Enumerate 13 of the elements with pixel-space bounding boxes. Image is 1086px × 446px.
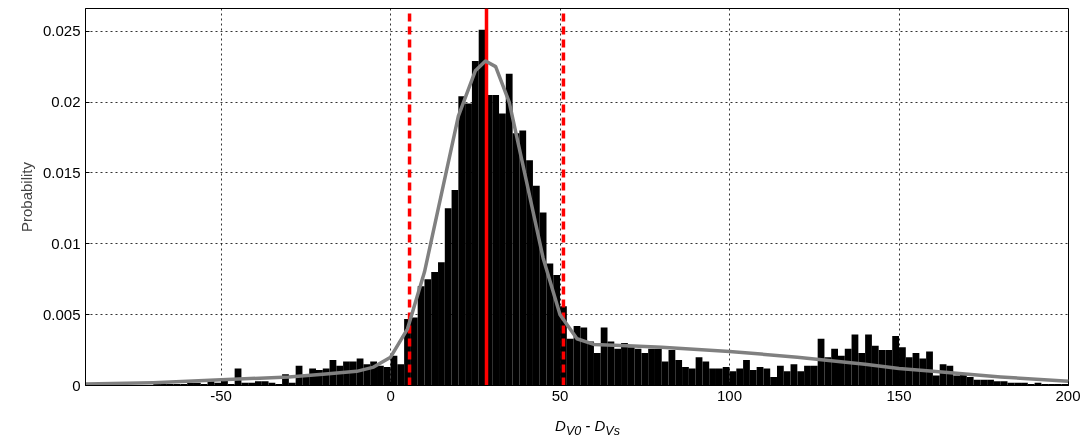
x-tick-label: 0 xyxy=(386,386,395,404)
x-tick-label: 100 xyxy=(717,386,743,404)
y-tick-label: 0.005 xyxy=(42,305,81,323)
x-tick-label: -50 xyxy=(210,386,232,404)
x-tick-label: 200 xyxy=(1055,386,1081,404)
y-tick-label: 0.015 xyxy=(42,163,81,181)
x-axis-title: D$_{V0}$ - D$_{Vs}$ xyxy=(555,417,620,438)
x-tick-label: 50 xyxy=(551,386,569,404)
y-tick-label: 0.025 xyxy=(42,22,81,40)
y-tick-label: 0.02 xyxy=(51,93,81,111)
y-axis-title: Probability xyxy=(17,161,35,233)
x-tick-label: 150 xyxy=(886,386,912,404)
y-tick-label: 0.01 xyxy=(51,234,81,252)
